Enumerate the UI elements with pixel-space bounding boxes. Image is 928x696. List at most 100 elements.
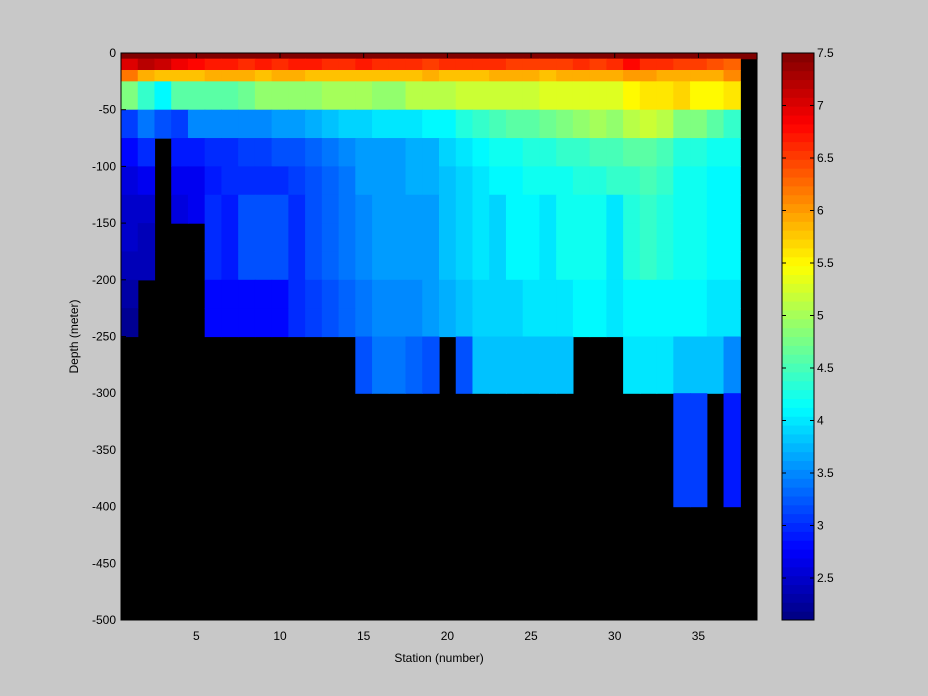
heatmap-cell (254, 81, 273, 111)
heatmap-cell (455, 223, 474, 253)
heatmap-cell (656, 81, 674, 111)
colorbar-segment (782, 425, 814, 435)
heatmap-cell (305, 308, 323, 338)
heatmap-cell (623, 53, 641, 60)
heatmap-cell (305, 279, 323, 309)
heatmap-cell (355, 166, 373, 196)
heatmap-cell (338, 308, 356, 338)
heatmap-cell (422, 166, 440, 196)
heatmap-cell (137, 70, 156, 82)
heatmap-cell (121, 223, 139, 253)
colorbar-segment (782, 185, 814, 196)
heatmap-cell (305, 194, 323, 224)
colorbar-segment (782, 79, 814, 89)
heatmap-cell (288, 58, 306, 71)
colorbar-segment (782, 159, 814, 169)
heatmap-cell (706, 336, 725, 394)
heatmap-cell (254, 194, 273, 224)
heatmap-cell (288, 81, 306, 111)
heatmap-cell (254, 166, 273, 196)
heatmap-cell (522, 223, 541, 253)
heatmap-cell (204, 308, 223, 338)
colorbar-tick-label: 2.5 (817, 571, 834, 585)
heatmap-cell (439, 279, 457, 309)
heatmap-cell (271, 81, 289, 111)
heatmap-cell (372, 223, 390, 253)
heatmap-cell (405, 58, 423, 71)
heatmap-cell (321, 138, 340, 167)
heatmap-cell (238, 53, 256, 60)
colorbar-segment (782, 247, 814, 258)
heatmap-cell (305, 138, 323, 167)
colorbar-segment (782, 115, 814, 125)
heatmap-cell (439, 138, 457, 167)
colorbar-segment (782, 354, 814, 364)
heatmap-cell (706, 279, 725, 309)
heatmap-cell (455, 166, 474, 196)
heatmap-cell (321, 81, 340, 111)
colorbar-segment (782, 203, 814, 213)
heatmap-cell (288, 53, 306, 60)
heatmap-cell (472, 138, 490, 167)
y-tick-label: -300 (92, 386, 116, 400)
heatmap-cell (522, 251, 541, 281)
heatmap-cell (388, 53, 407, 60)
heatmap-cell (472, 70, 490, 82)
heatmap-cell (673, 194, 691, 224)
heatmap-cell (639, 166, 658, 196)
heatmap-cell (321, 166, 340, 196)
heatmap-cell (422, 53, 440, 60)
heatmap-cell (623, 166, 641, 196)
x-tick-label: 25 (524, 629, 538, 643)
heatmap-cell (271, 223, 289, 253)
heatmap-cell (539, 308, 557, 338)
heatmap-cell (623, 58, 641, 71)
colorbar-segment (782, 504, 814, 515)
heatmap-cell (706, 53, 725, 60)
heatmap-cell (121, 109, 139, 139)
heatmap-cell (505, 81, 524, 111)
heatmap-cell (623, 81, 641, 111)
heatmap-cell (405, 138, 423, 167)
colorbar-segment (782, 593, 814, 603)
heatmap-cell (204, 81, 223, 111)
heatmap-cell (372, 251, 390, 281)
heatmap-cell (673, 336, 691, 394)
colorbar-frame (781, 52, 815, 621)
heatmap-cell (505, 58, 524, 71)
heatmap-cell (455, 53, 474, 60)
heatmap-cell (639, 70, 658, 82)
colorbar-segment (782, 584, 814, 594)
heatmap-cell (472, 109, 490, 139)
heatmap-cell (204, 279, 223, 309)
heatmap-cell (556, 251, 574, 281)
heatmap-cell (355, 194, 373, 224)
heatmap-cell (656, 223, 674, 253)
heatmap-cell (606, 279, 624, 309)
colorbar-segment (782, 451, 814, 462)
heatmap-cell (221, 81, 239, 111)
heatmap-cell (556, 223, 574, 253)
heatmap-cell (321, 251, 340, 281)
heatmap-cell (254, 308, 273, 338)
heatmap-cell (238, 138, 256, 167)
heatmap-cell (472, 81, 490, 111)
heatmap-cell (422, 81, 440, 111)
heatmap-cell (288, 223, 306, 253)
colorbar-segment (782, 522, 814, 532)
heatmap-cell (338, 279, 356, 309)
heatmap-cell (238, 109, 256, 139)
heatmap-cell (254, 53, 273, 60)
colorbar-segment (782, 283, 814, 293)
y-tick-label: -500 (92, 613, 116, 627)
heatmap-cell (522, 58, 541, 71)
heatmap-cell (656, 58, 674, 71)
heatmap-cell (238, 279, 256, 309)
heatmap-cell (489, 138, 507, 167)
heatmap-cell (355, 138, 373, 167)
colorbar-segment (782, 611, 814, 621)
heatmap-cell (305, 166, 323, 196)
heatmap-cell (221, 279, 239, 309)
heatmap-cell (405, 109, 423, 139)
colorbar-segment (782, 469, 814, 479)
